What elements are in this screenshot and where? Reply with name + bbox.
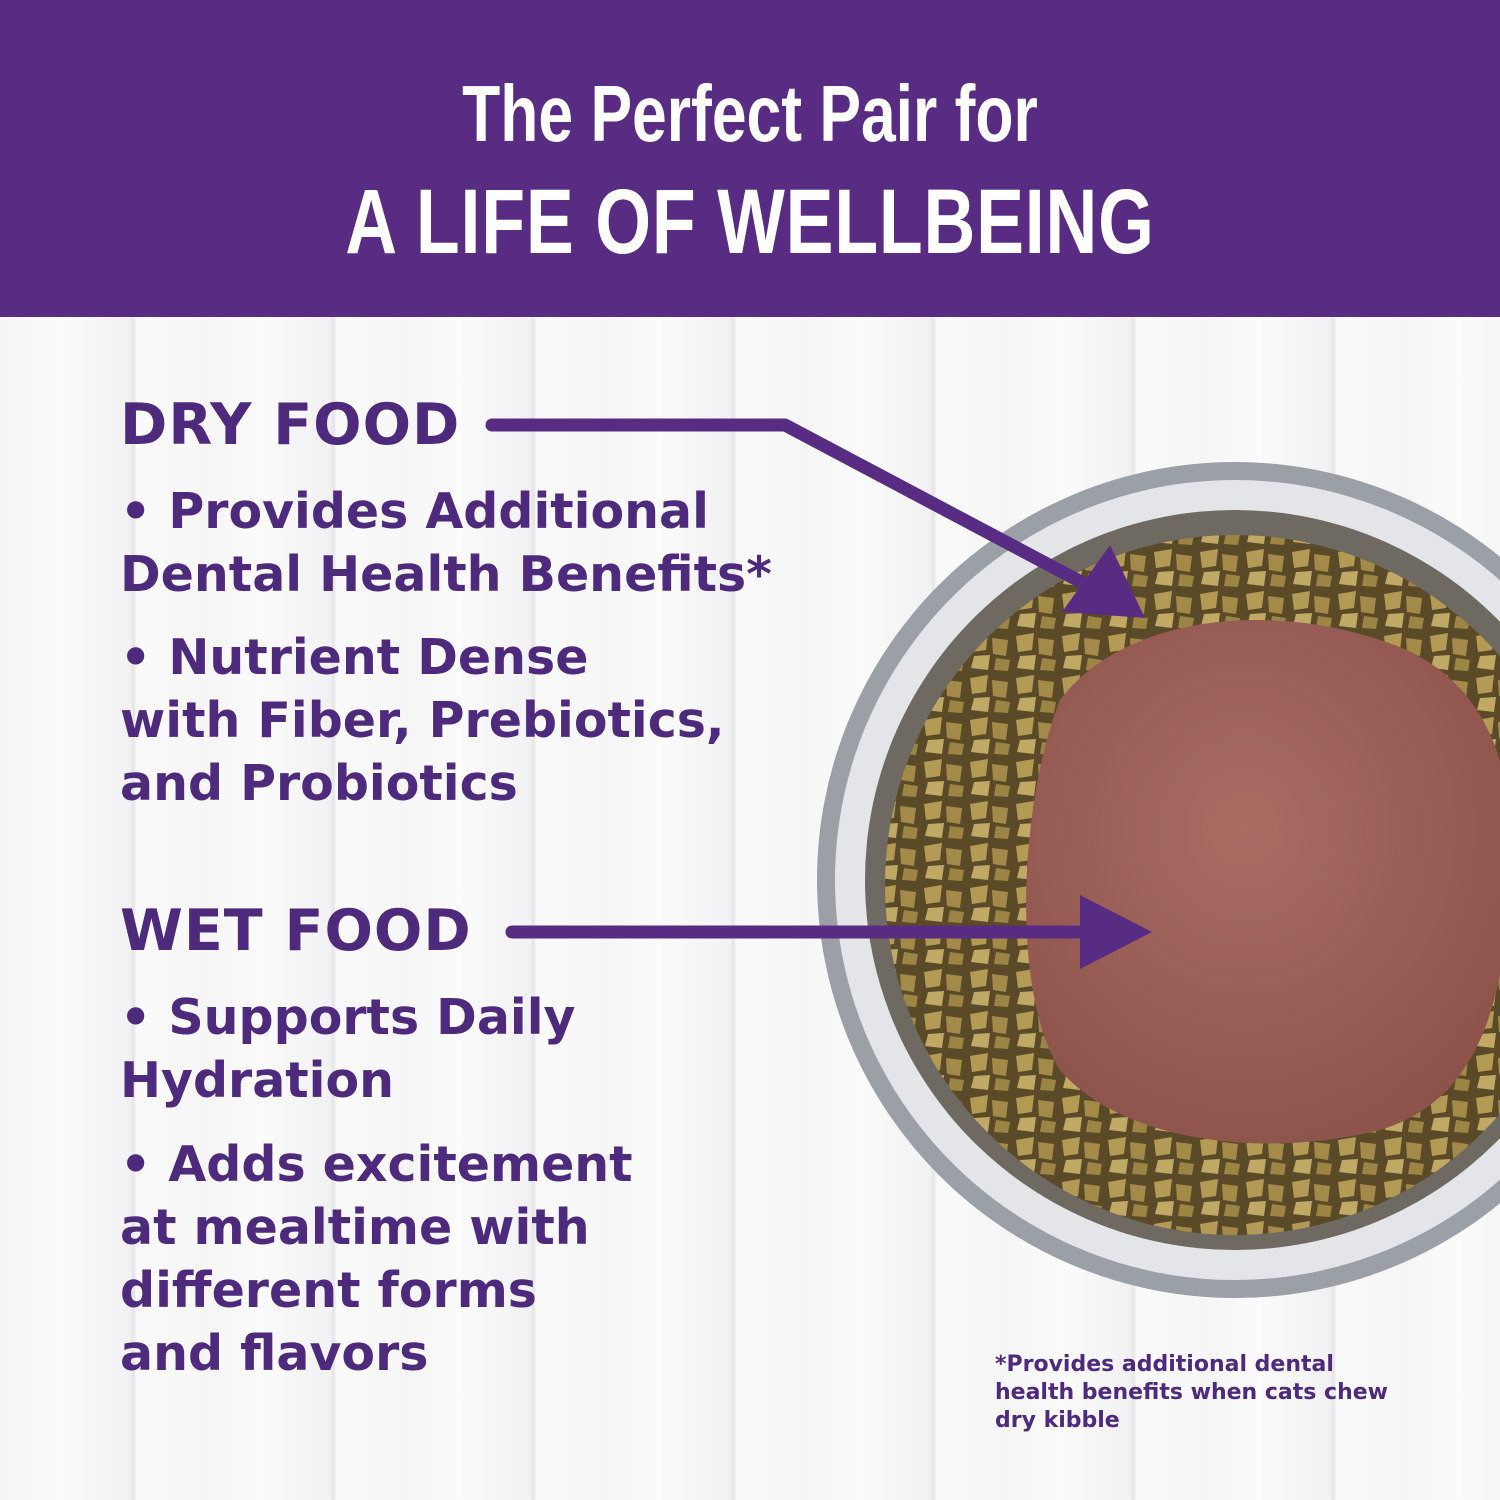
wet-bullet-2: • Adds excitement at mealtime with diffe… xyxy=(120,1136,633,1382)
wet-food-heading: WET FOOD xyxy=(120,898,472,964)
title-line-2: A LIFE OF WELLBEING xyxy=(345,171,1155,273)
dry-bullet-2: • Nutrient Dense with Fiber, Prebiotics,… xyxy=(120,629,725,812)
dry-bullet-1: • Provides Additional Dental Health Bene… xyxy=(120,483,772,603)
dry-food-heading: DRY FOOD xyxy=(120,392,461,458)
wet-food xyxy=(1026,620,1500,1144)
wet-bullet-1: • Supports Daily Hydration xyxy=(120,989,576,1109)
wet-arrowhead xyxy=(1080,895,1152,969)
title-line-1: The Perfect Pair for xyxy=(462,69,1038,158)
header-banner: The Perfect Pair for A LIFE OF WELLBEING xyxy=(0,0,1500,317)
dry-food-arrow xyxy=(485,418,1107,599)
dry-arrowhead xyxy=(1062,545,1145,618)
footnote: *Provides additional dental health benef… xyxy=(995,1352,1388,1433)
